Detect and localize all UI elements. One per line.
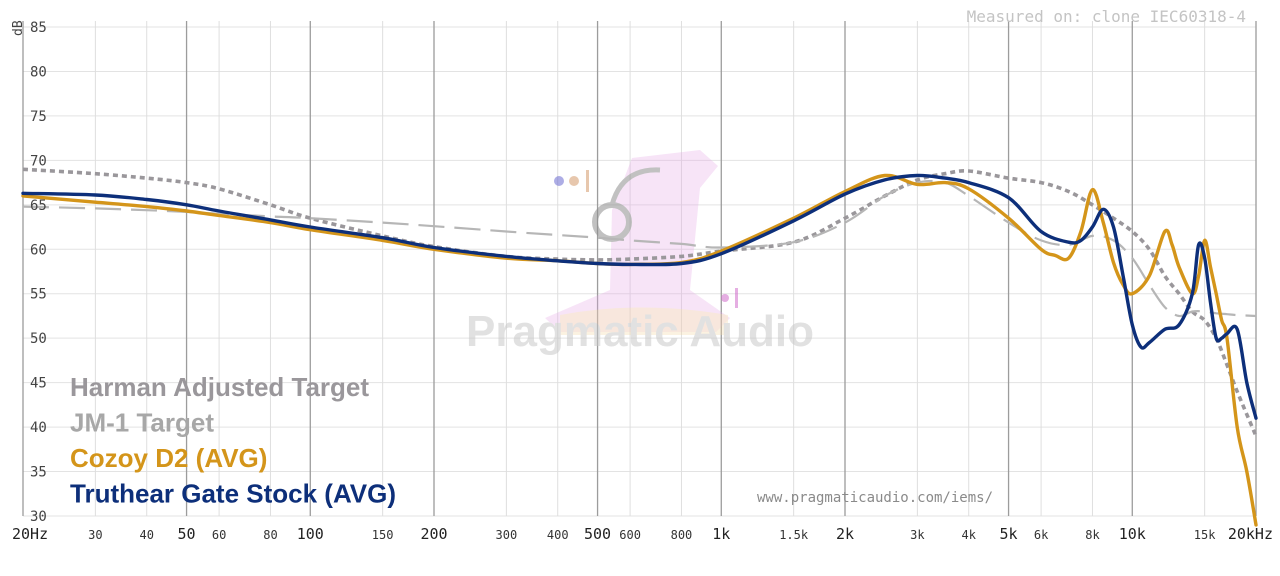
series-curves xyxy=(21,167,1258,527)
y-tick-label: 40 xyxy=(30,420,47,436)
y-tick-label: 50 xyxy=(30,331,47,347)
y-tick-label: 75 xyxy=(30,109,47,125)
x-tick-label: 300 xyxy=(496,528,518,542)
y-tick-label: 45 xyxy=(30,376,47,392)
y-tick-label: 55 xyxy=(30,287,47,303)
legend-entry-4: Truthear Gate Stock (AVG) xyxy=(70,479,396,509)
x-axis: 20Hz 30 40 50 60 80 100 150 200 300 400 500 600 800 1k… xyxy=(12,525,1273,543)
x-tick-label: 150 xyxy=(372,528,394,542)
y-tick-label: 80 xyxy=(30,64,47,80)
y-tick-label: 35 xyxy=(30,465,47,481)
series-line-2 xyxy=(22,179,1257,318)
legend: Harman Adjusted Target JM-1 Target Cozoy D… xyxy=(70,372,396,509)
x-tick-label: 600 xyxy=(619,528,641,542)
x-tick-label: 1.5k xyxy=(779,528,809,542)
x-tick-label: 1k xyxy=(712,525,730,543)
x-tick-label: 20kHz xyxy=(1228,525,1273,543)
x-tick-label: 400 xyxy=(547,528,569,542)
watermark: Pragmatic Audio xyxy=(466,150,814,356)
x-tick-label: 40 xyxy=(139,528,153,542)
series-line-4 xyxy=(21,173,1258,420)
legend-entry-2: JM-1 Target xyxy=(70,408,214,438)
x-tick-label: 2k xyxy=(836,525,854,543)
y-tick-label: 65 xyxy=(30,198,47,214)
y-tick-label: 30 xyxy=(30,509,47,525)
legend-entry-3: Cozoy D2 (AVG) xyxy=(70,443,267,473)
x-tick-label: 500 xyxy=(584,525,611,543)
watermark-text: Pragmatic Audio xyxy=(466,307,814,356)
x-tick-label: 15k xyxy=(1194,528,1216,542)
x-tick-label: 80 xyxy=(263,528,277,542)
x-tick-label: 3k xyxy=(910,528,925,542)
x-tick-label: 30 xyxy=(88,528,102,542)
x-tick-label: 8k xyxy=(1085,528,1100,542)
x-tick-label: 200 xyxy=(420,525,447,543)
x-tick-label: 60 xyxy=(212,528,226,542)
x-tick-label: 20Hz xyxy=(12,525,48,543)
x-tick-label: 800 xyxy=(671,528,693,542)
legend-entry-1: Harman Adjusted Target xyxy=(70,372,369,402)
headband-icon xyxy=(609,167,661,206)
y-tick-label: 70 xyxy=(30,153,47,169)
x-tick-label: 10k xyxy=(1119,525,1146,543)
y-axis-label: dB xyxy=(11,20,26,36)
series-line-3 xyxy=(21,173,1258,527)
y-tick-label: 85 xyxy=(30,20,47,36)
x-tick-label: 50 xyxy=(178,525,196,543)
grid-lines xyxy=(22,21,1257,517)
x-tick-label: 100 xyxy=(297,525,324,543)
x-tick-label: 4k xyxy=(961,528,976,542)
x-tick-label: 6k xyxy=(1034,528,1049,542)
measured-on-label: Measured on: clone IEC60318-4 xyxy=(967,7,1246,26)
x-tick-label: 5k xyxy=(1000,525,1018,543)
y-tick-label: 60 xyxy=(30,242,47,258)
source-url: www.pragmaticaudio.com/iems/ xyxy=(757,490,993,506)
